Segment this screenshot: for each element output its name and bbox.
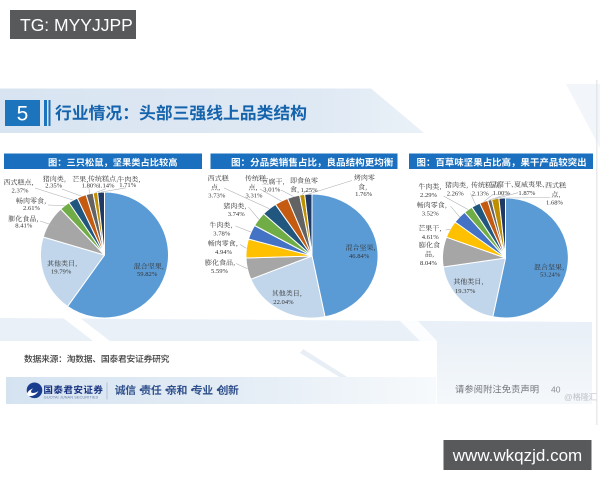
svg-text:53.24%: 53.24%: [540, 272, 561, 279]
svg-text:22.04%: 22.04%: [273, 299, 294, 306]
svg-text:1.68%: 1.68%: [546, 199, 564, 206]
svg-text:GUOTAI JUNAN SECURITIES: GUOTAI JUNAN SECURITIES: [44, 394, 99, 399]
svg-text:1.80%: 1.80%: [82, 182, 100, 189]
svg-text:3.52%: 3.52%: [422, 211, 440, 218]
svg-text:2.29%: 2.29%: [420, 192, 438, 199]
svg-text:2.13%: 2.13%: [472, 191, 490, 198]
svg-text:46.84%: 46.84%: [349, 253, 370, 260]
svg-text:, 1.25%: , 1.25%: [297, 187, 318, 194]
svg-text:3.78%: 3.78%: [213, 230, 231, 237]
svg-text:4.94%: 4.94%: [215, 249, 233, 256]
svg-text:4.61%: 4.61%: [422, 234, 440, 241]
svg-text:8.41%: 8.41%: [15, 222, 33, 229]
svg-text:2.61%: 2.61%: [23, 205, 41, 212]
svg-text:1.87%: 1.87%: [518, 190, 536, 197]
svg-text:5.59%: 5.59%: [211, 268, 229, 275]
svg-text:40: 40: [551, 385, 561, 395]
svg-text:19.79%: 19.79%: [51, 269, 72, 276]
svg-text:www.wkqzjd.com: www.wkqzjd.com: [452, 446, 582, 465]
svg-text:3.73%: 3.73%: [208, 193, 226, 200]
svg-text:1.76%: 1.76%: [355, 191, 373, 198]
svg-text:TG: MYYJJPP: TG: MYYJJPP: [20, 15, 133, 35]
svg-text:@: @: [564, 392, 573, 402]
svg-text:2.26%: 2.26%: [447, 191, 465, 198]
svg-text:2.37%: 2.37%: [12, 188, 30, 195]
svg-text:59.82%: 59.82%: [137, 271, 158, 278]
svg-text:3.01%: 3.01%: [263, 187, 281, 194]
svg-text:1.14%: 1.14%: [98, 182, 116, 189]
svg-text:5: 5: [17, 103, 29, 126]
svg-text:1.71%: 1.71%: [119, 182, 137, 189]
svg-text:19.37%: 19.37%: [455, 288, 476, 295]
svg-text:3.74%: 3.74%: [228, 211, 246, 218]
svg-text:3.31%: 3.31%: [246, 193, 264, 200]
svg-text:2.35%: 2.35%: [45, 182, 63, 189]
svg-text:1.00%: 1.00%: [493, 190, 511, 197]
svg-text:8.04%: 8.04%: [420, 260, 438, 267]
